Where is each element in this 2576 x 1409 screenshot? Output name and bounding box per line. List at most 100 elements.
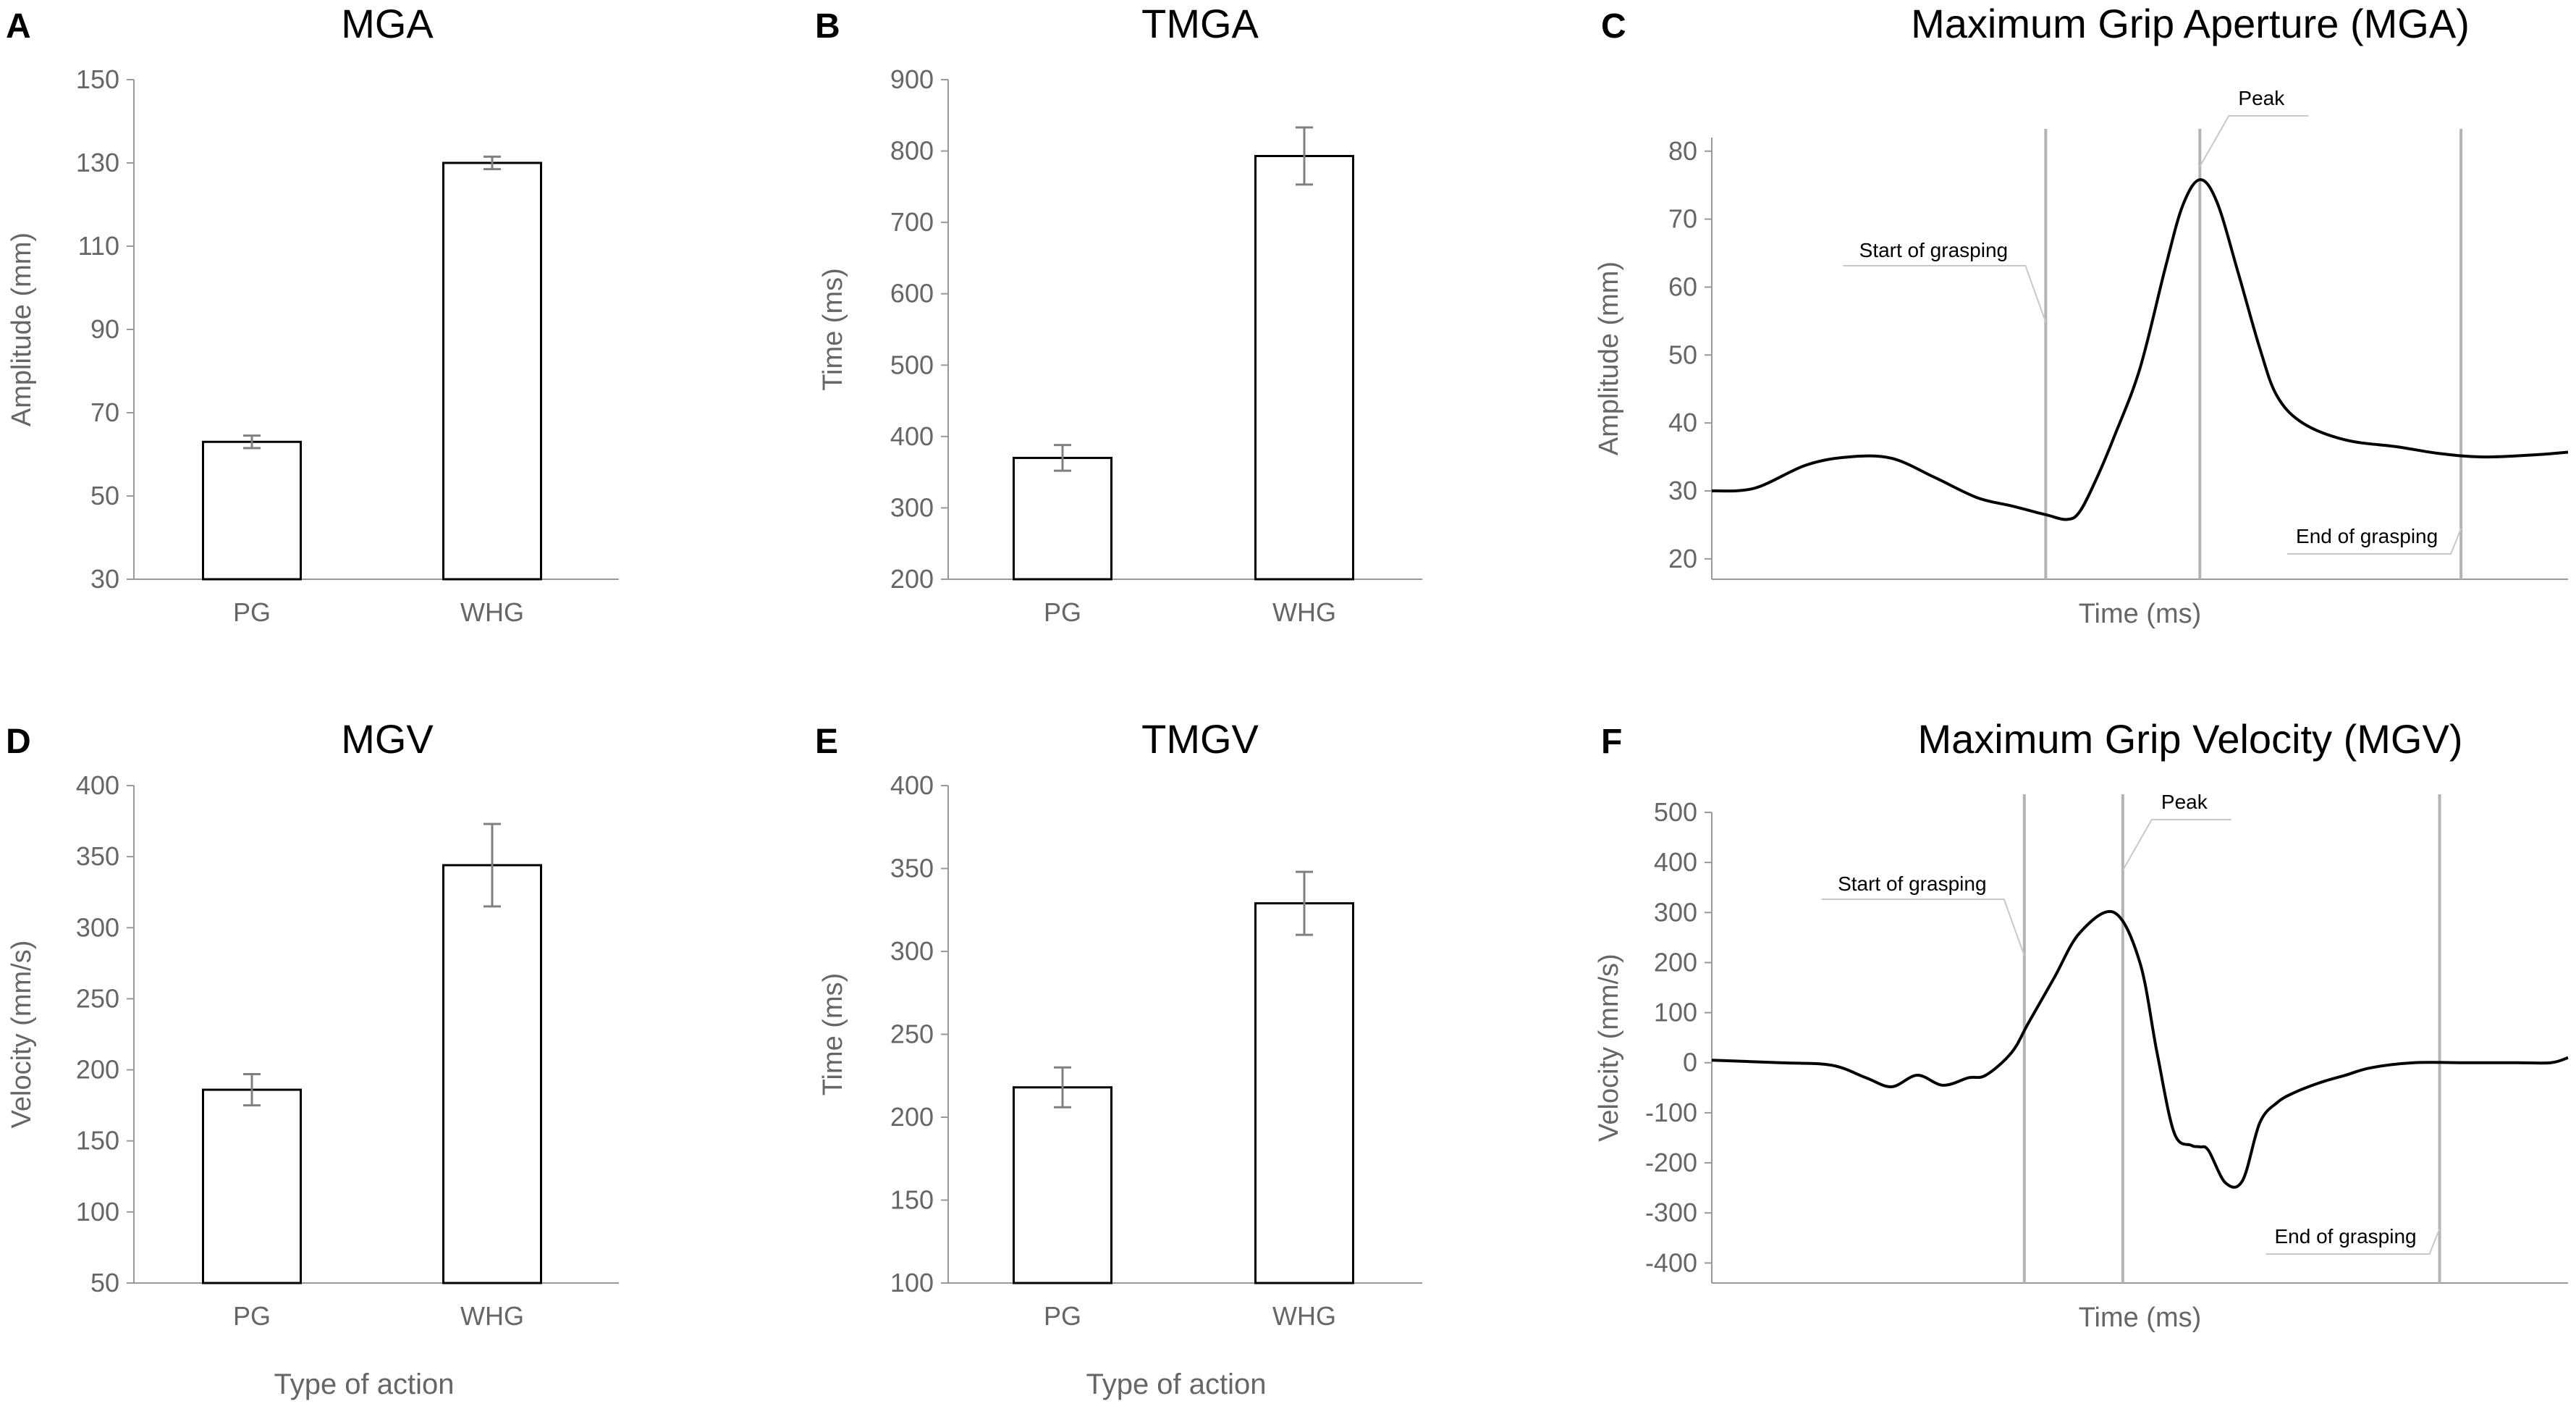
x-tick-label: WHG — [460, 597, 524, 627]
panel-letter: A — [6, 7, 31, 46]
y-tick-label: 800 — [890, 136, 934, 166]
panel-d: D MGV 50 100 150 200 250 300 350 400 Velocity (mm/… — [6, 716, 619, 1331]
end-of-grasping-label: End of grasping — [2296, 525, 2438, 547]
y-tick-label: 100 — [1654, 998, 1697, 1027]
y-tick-label: 200 — [890, 1102, 934, 1132]
start-of-grasping-leader — [1843, 265, 2047, 323]
y-tick-label: 250 — [890, 1019, 934, 1049]
y-tick-label: -400 — [1645, 1248, 1697, 1277]
y-tick-label: 150 — [890, 1185, 934, 1215]
y-tick-label: 40 — [1668, 408, 1697, 437]
bar-whg — [442, 161, 542, 581]
y-tick-label: 400 — [76, 770, 119, 800]
y-tick-label: 150 — [76, 64, 119, 94]
y-tick-label: 400 — [890, 421, 934, 451]
y-tick-label: 130 — [76, 148, 119, 177]
x-axis-title: Time (ms) — [2079, 599, 2202, 629]
y-tick-label: 700 — [890, 207, 934, 237]
y-tick-label: 900 — [890, 64, 934, 94]
y-tick-label: 50 — [1668, 340, 1697, 369]
panel-e: E TMGV 100 150 200 250 300 350 400 Time (ms) PG WHG — [815, 716, 1422, 1331]
peak-label: Peak — [2238, 87, 2285, 109]
start-of-grasping-leader — [1821, 899, 2025, 956]
start-of-grasping-label: Start of grasping — [1859, 239, 2008, 261]
y-axis-title: Time (ms) — [818, 268, 848, 391]
x-tick-label: PG — [1044, 597, 1081, 627]
y-tick-label: 110 — [78, 231, 119, 261]
y-axis-title: Time (ms) — [818, 973, 848, 1096]
y-tick-label: 90 — [90, 314, 119, 344]
chart-title: TMGV — [1141, 716, 1259, 762]
y-tick-label: 600 — [890, 279, 934, 308]
panel-f: F Maximum Grip Velocity (MGV) -400 -300 -200… — [1594, 716, 2569, 1333]
y-tick-label: -200 — [1645, 1148, 1697, 1177]
series-line — [1711, 909, 2569, 1189]
bar-whg — [1254, 154, 1354, 581]
y-tick-label: 70 — [90, 398, 119, 427]
y-tick-label: 300 — [76, 912, 119, 942]
y-axis-title: Amplitude (mm) — [1594, 261, 1624, 455]
y-axis-title: Amplitude (mm) — [7, 232, 37, 426]
y-tick-label: -300 — [1645, 1198, 1697, 1227]
y-tick-label: 500 — [1654, 797, 1697, 827]
chart-title: TMGA — [1141, 1, 1259, 46]
y-tick-label: 30 — [1668, 476, 1697, 505]
y-tick-label: 150 — [76, 1126, 119, 1156]
panel-letter: C — [1601, 7, 1626, 46]
end-of-grasping-label: End of grasping — [2274, 1225, 2416, 1248]
peak-leader — [2121, 819, 2231, 871]
y-tick-label: 350 — [890, 854, 934, 883]
series-line — [1711, 178, 2569, 521]
bar-whg — [1254, 902, 1354, 1284]
x-tick-label: PG — [233, 597, 271, 627]
y-tick-label: 0 — [1683, 1048, 1697, 1077]
y-tick-label: 200 — [890, 564, 934, 594]
y-tick-label: 400 — [890, 770, 934, 800]
y-tick-label: 300 — [1654, 897, 1697, 927]
y-tick-label: 80 — [1668, 136, 1697, 166]
panel-c: C Maximum Grip Aperture (MGA) 20 30 40 50 60 70… — [1594, 1, 2569, 629]
x-axis-title: Time (ms) — [2079, 1303, 2202, 1333]
chart-title: MGV — [341, 716, 434, 762]
panel-a: A MGA 30 50 70 90 110 130 150 Amplitude (mm) PG WHG — [6, 1, 619, 627]
chart-title: Maximum Grip Aperture (MGA) — [1911, 1, 2470, 46]
y-tick-label: 100 — [890, 1268, 934, 1297]
y-tick-label: 200 — [76, 1055, 119, 1085]
y-tick-label: 500 — [890, 350, 934, 379]
y-tick-label: 400 — [1654, 847, 1697, 877]
y-axis-title: Velocity (mm/s) — [7, 941, 37, 1129]
y-tick-label: 30 — [90, 564, 119, 594]
panel-letter: E — [815, 723, 838, 761]
y-tick-label: 100 — [76, 1197, 119, 1227]
x-tick-label: PG — [1044, 1301, 1081, 1331]
y-tick-label: -100 — [1645, 1098, 1697, 1127]
y-tick-label: 250 — [76, 983, 119, 1013]
x-tick-label: WHG — [460, 1301, 524, 1331]
y-tick-label: 60 — [1668, 272, 1697, 301]
x-tick-label: PG — [233, 1301, 271, 1331]
x-tick-label: WHG — [1272, 1301, 1336, 1331]
y-tick-label: 70 — [1668, 204, 1697, 234]
chart-title: Maximum Grip Velocity (MGV) — [1918, 716, 2463, 762]
y-axis-title: Velocity (mm/s) — [1594, 954, 1624, 1142]
y-tick-label: 50 — [90, 481, 119, 510]
bar-whg — [442, 864, 542, 1284]
y-tick-label: 350 — [76, 841, 119, 871]
peak-label: Peak — [2161, 791, 2208, 813]
bar-pg — [202, 1088, 302, 1284]
x-axis-category-label-left: Type of action — [274, 1368, 454, 1400]
panel-letter: B — [815, 7, 840, 46]
y-tick-label: 20 — [1668, 544, 1697, 573]
y-tick-label: 200 — [1654, 947, 1697, 977]
bar-pg — [1013, 1086, 1112, 1284]
x-tick-label: WHG — [1272, 597, 1336, 627]
y-tick-label: 300 — [890, 492, 934, 522]
panel-letter: D — [6, 723, 31, 761]
y-tick-label: 50 — [90, 1268, 119, 1297]
end-of-grasping-leader — [2265, 1228, 2441, 1255]
end-of-grasping-leader — [2287, 528, 2462, 555]
panel-b: B TMGA 200 300 400 500 600 700 800 900 Time (ms) PG… — [815, 1, 1422, 627]
bar-pg — [202, 440, 302, 581]
bar-pg — [1013, 456, 1112, 581]
